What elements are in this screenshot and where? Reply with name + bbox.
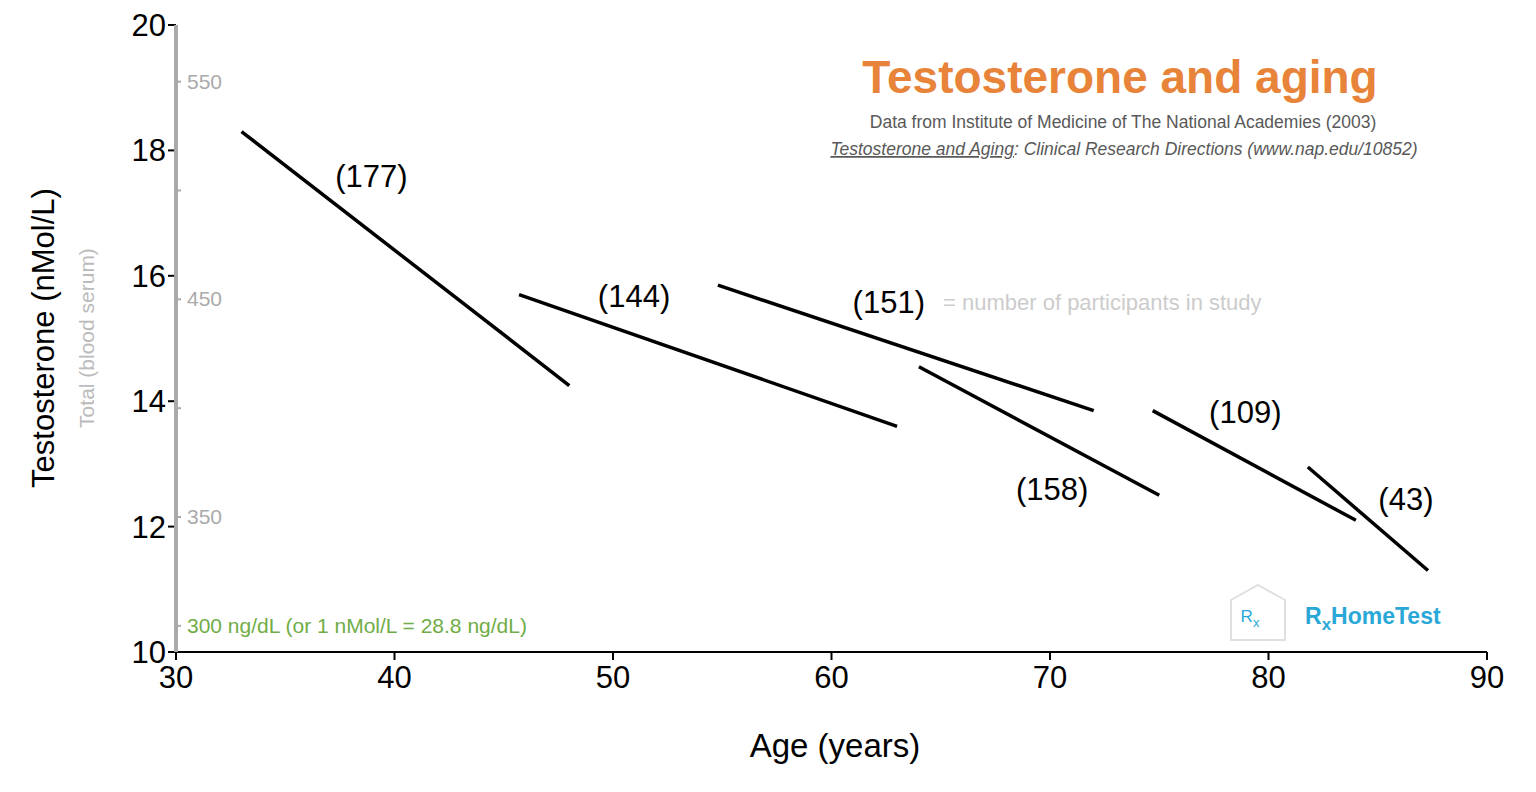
svg-text:90: 90 [1470,660,1504,695]
svg-text:Total (blood serum): Total (blood serum) [75,248,98,428]
svg-text:10: 10 [132,635,166,670]
svg-text:20: 20 [132,8,166,43]
svg-text:40: 40 [377,660,411,695]
svg-text:70: 70 [1033,660,1067,695]
svg-text:14: 14 [132,384,166,419]
svg-text:450: 450 [187,287,222,310]
svg-text:550: 550 [187,70,222,93]
svg-text:Rx: Rx [1241,607,1260,630]
svg-text:30: 30 [158,660,194,695]
svg-text:Age (years): Age (years) [750,727,921,764]
svg-text:12: 12 [132,510,166,545]
svg-text:60: 60 [814,660,848,695]
svg-text:16: 16 [132,259,166,294]
svg-text:Testosterone and Aging: Clinic: Testosterone and Aging: Clinical Researc… [830,139,1417,159]
svg-text:(43): (43) [1378,482,1433,517]
svg-text:Testosterone (nMol/L): Testosterone (nMol/L) [26,188,61,488]
svg-text:(109): (109) [1209,395,1281,430]
svg-text:(177): (177) [335,159,407,194]
svg-text:(144): (144) [598,279,670,314]
svg-text:80: 80 [1251,660,1285,695]
svg-text:(158): (158) [1016,472,1088,507]
svg-text:RxHomeTest: RxHomeTest [1305,603,1441,634]
svg-text:18: 18 [132,133,166,168]
svg-text:= number of participants in st: = number of participants in study [943,290,1262,315]
svg-text:Testosterone and aging: Testosterone and aging [862,51,1377,103]
svg-text:Data from Institute of Medicin: Data from Institute of Medicine of The N… [870,112,1376,132]
svg-text:300 ng/dL (or 1 nMol/L = 28.8: 300 ng/dL (or 1 nMol/L = 28.8 ng/dL) [187,614,527,637]
svg-text:(151): (151) [853,285,925,320]
svg-text:50: 50 [596,660,630,695]
svg-text:350: 350 [187,505,222,528]
